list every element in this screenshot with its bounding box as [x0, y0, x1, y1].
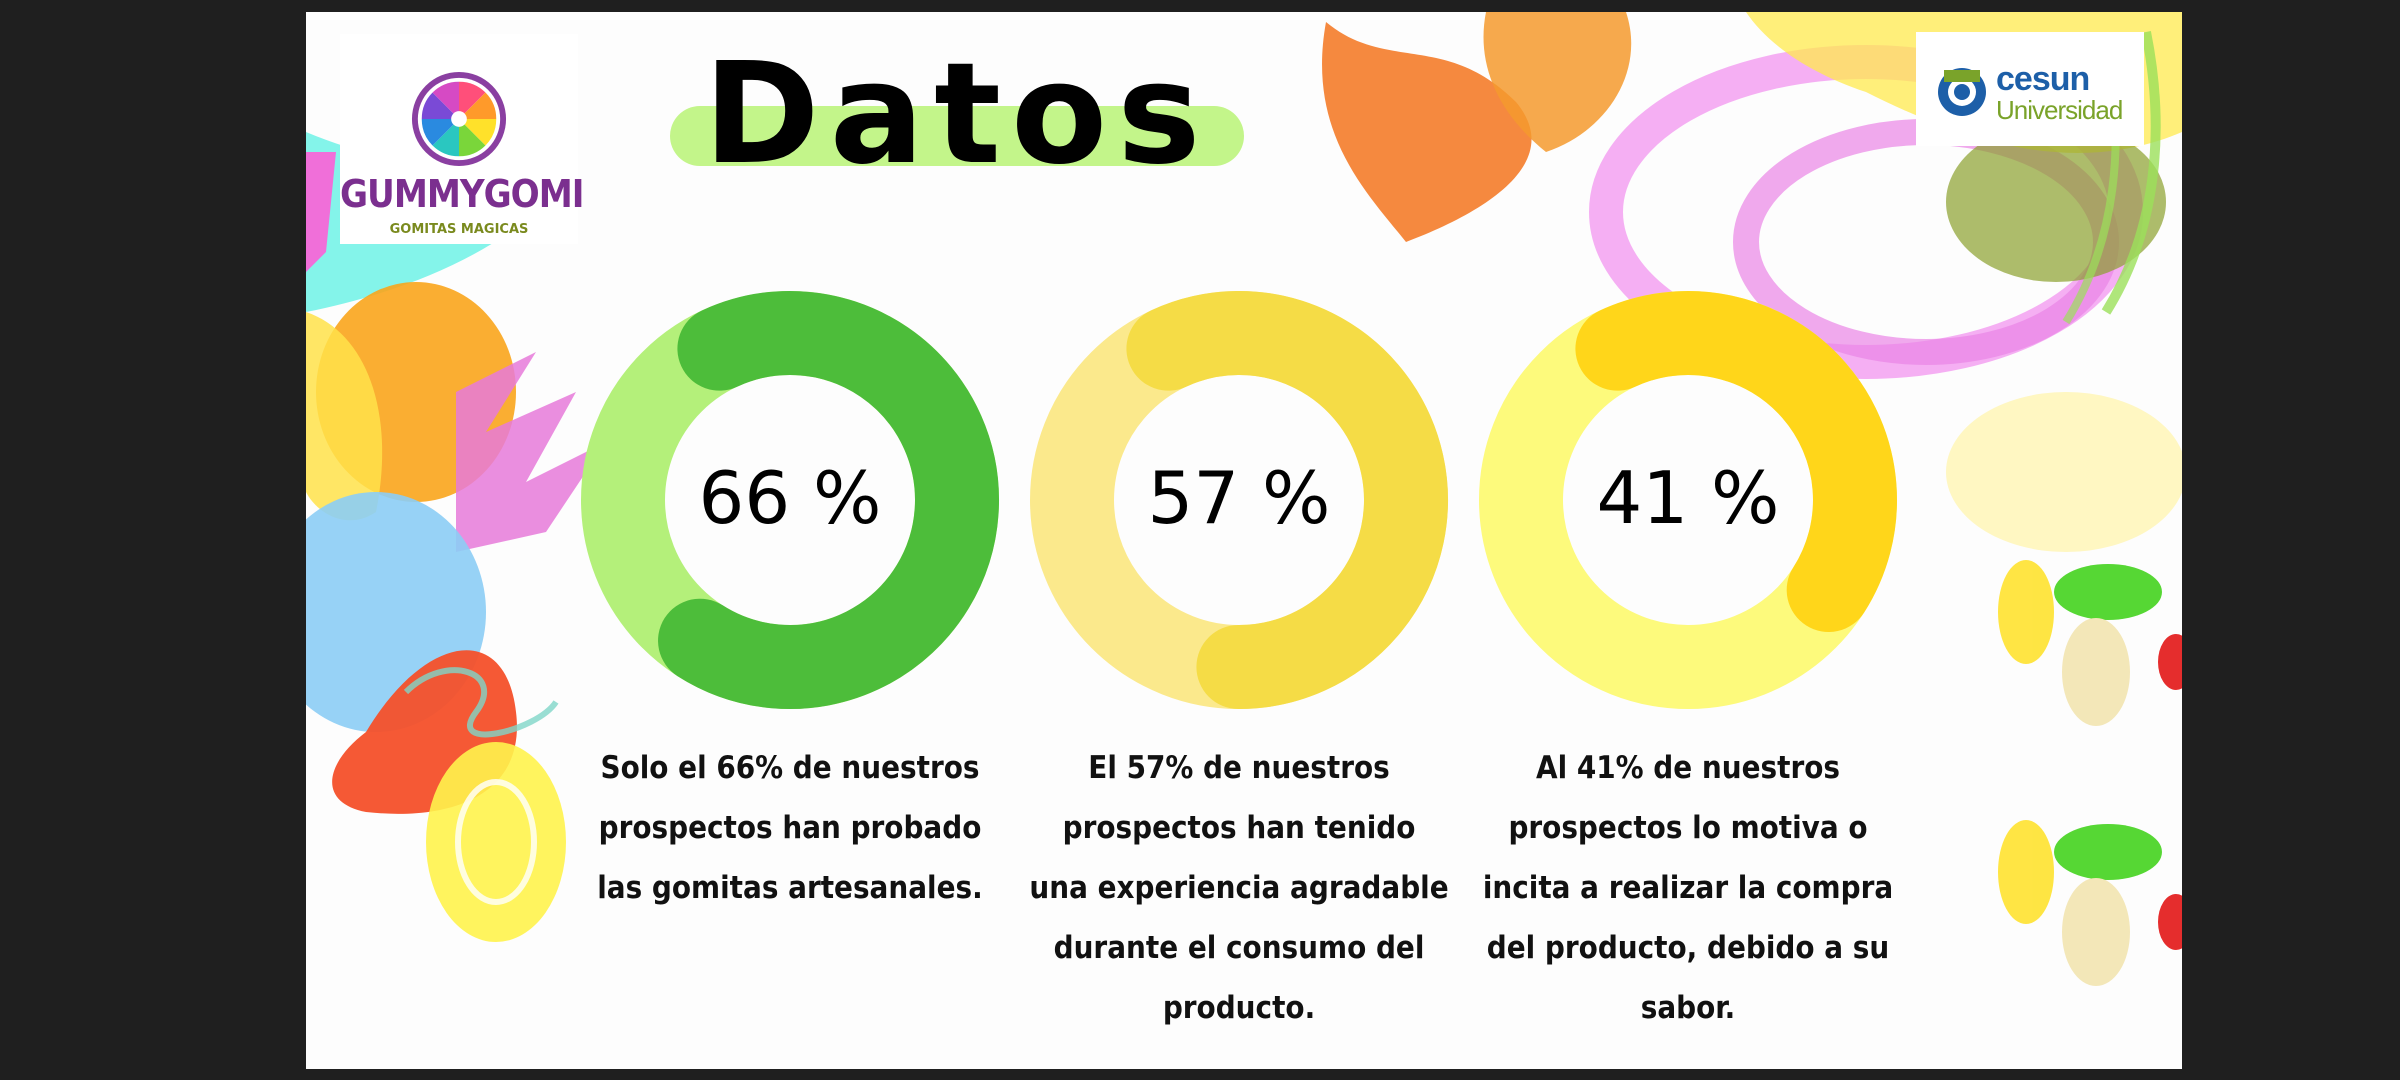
title-highlight — [670, 106, 1244, 166]
yellow-swirl — [426, 742, 566, 942]
donut-caption-1: Solo el 66% de nuestros prospectos han p… — [597, 750, 983, 906]
cesun-emblem-icon — [1938, 68, 1986, 116]
donut-chart-2: 57 % — [1029, 290, 1449, 710]
brand-name: GUMMYGOMI — [340, 172, 584, 216]
university-name: cesun — [1996, 60, 2090, 98]
gummy-bears-top — [1998, 560, 2182, 726]
orange-brush-stroke — [1322, 22, 1532, 242]
gummy-bears-bottom — [1998, 820, 2182, 986]
yellow-wash — [1946, 392, 2182, 552]
yellow-swirl-inner — [455, 779, 537, 905]
citrus-wheel-logo-icon — [411, 71, 507, 167]
donut-arc-3 — [1575, 291, 1897, 632]
donut-svg-2 — [1030, 291, 1448, 710]
slide-canvas: GUMMYGOMI GOMITAS MAGICAS Datos cesun Un… — [306, 12, 2182, 1069]
donut-chart-3: 41 % — [1478, 290, 1898, 710]
cesun-logo: cesun Universidad — [1916, 32, 2144, 146]
donut-value-label-1: 66 % — [698, 456, 882, 540]
donut-caption-3: Al 41% de nuestros prospectos lo motiva … — [1482, 750, 1894, 1026]
donut-value-label-3: 41 % — [1596, 456, 1780, 540]
donut-caption-2: El 57% de nuestros prospectos han tenido… — [1029, 750, 1449, 1026]
donut-arc-2 — [1126, 291, 1448, 710]
green-line-stroke — [2101, 31, 2161, 315]
pink-brush-stroke — [306, 152, 336, 272]
donut-value-label-2: 57 % — [1147, 456, 1331, 540]
donut-arc-1 — [658, 291, 999, 709]
orange-brush-stroke — [1483, 12, 1632, 152]
teal-scribble — [403, 667, 559, 738]
donut-chart-1: 66 % — [580, 290, 1000, 710]
university-subtitle: Universidad — [1996, 95, 2123, 125]
magenta-zigzag-stroke — [456, 352, 606, 552]
donut-svg-3 — [1479, 291, 1897, 709]
brand-tagline: GOMITAS MAGICAS — [389, 222, 529, 237]
page-title: Datos — [703, 33, 1211, 196]
gummygomi-logo: GUMMYGOMI GOMITAS MAGICAS — [340, 34, 584, 244]
yellow-texture-blob — [306, 312, 383, 521]
donut-svg-1 — [581, 291, 999, 709]
